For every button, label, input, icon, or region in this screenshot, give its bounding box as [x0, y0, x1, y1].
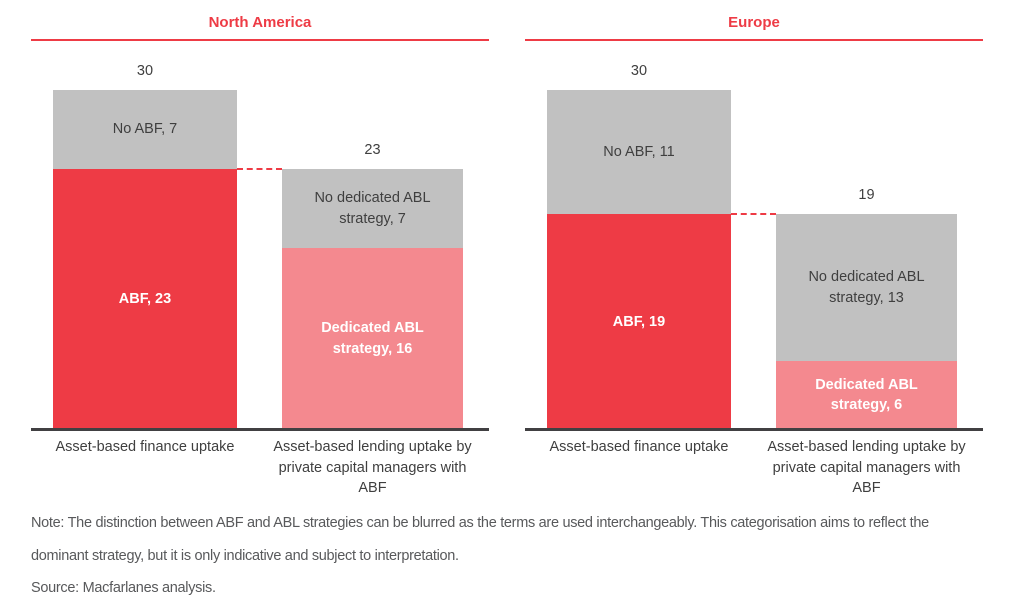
- plot-area: 30 No ABF, 11 ABF, 19 19 No dedicated AB…: [525, 63, 983, 431]
- note-text: Note: The distinction between ABF and AB…: [31, 515, 929, 564]
- panel-title: Europe: [728, 14, 780, 31]
- bar-total-label: 30: [136, 63, 154, 80]
- category-label-finance-uptake: Asset-based finance uptake: [55, 439, 235, 455]
- dashed-connector-line: [731, 213, 776, 216]
- segment-no-dedicated-abl: No dedicated ABL strategy, 7: [282, 169, 463, 249]
- bar-total-label: 23: [364, 142, 381, 159]
- x-axis-line: [525, 428, 983, 431]
- plot-area: 30 No ABF, 7 ABF, 23 23 No dedicated ABL…: [31, 63, 489, 431]
- segment-no-abf: No ABF, 11: [547, 90, 731, 215]
- footer-notes: Note: The distinction between ABF and AB…: [31, 507, 989, 603]
- bar-abf-uptake: 30 No ABF, 11 ABF, 19: [547, 63, 731, 429]
- bar-abf-uptake: 30 No ABF, 7 ABF, 23: [53, 63, 237, 429]
- segment-dedicated-abl: Dedicated ABL strategy, 16: [282, 248, 463, 429]
- bar-abl-uptake: 23 No dedicated ABL strategy, 7 Dedicate…: [282, 142, 463, 429]
- category-label-lending-uptake: Asset-based lending uptake by private ca…: [767, 439, 966, 497]
- panel-title: North America: [208, 14, 312, 31]
- source-text: Source: Macfarlanes analysis.: [31, 580, 216, 596]
- category-label-lending-uptake: Asset-based lending uptake by private ca…: [273, 439, 472, 497]
- segment-no-dedicated-abl: No dedicated ABL strategy, 13: [776, 214, 957, 362]
- title-underline: [525, 39, 983, 41]
- dashed-connector-line: [237, 168, 282, 171]
- category-label-finance-uptake: Asset-based finance uptake: [549, 439, 729, 455]
- segment-abf: ABF, 19: [547, 214, 731, 429]
- panel-europe: Europe 30 No ABF, 11 ABF, 19 19 No dedic…: [525, 14, 983, 496]
- bar-abl-uptake: 19 No dedicated ABL strategy, 13 Dedicat…: [776, 187, 957, 429]
- bar-total-label: 19: [858, 187, 875, 204]
- title-underline: [31, 39, 489, 41]
- segment-dedicated-abl: Dedicated ABL strategy, 6: [776, 361, 957, 429]
- segment-abf: ABF, 23: [53, 169, 237, 429]
- bar-total-label: 30: [630, 63, 648, 80]
- x-axis-line: [31, 428, 489, 431]
- segment-no-abf: No ABF, 7: [53, 90, 237, 170]
- panel-north-america: North America 30 No ABF, 7 ABF, 23 23 No…: [31, 14, 489, 496]
